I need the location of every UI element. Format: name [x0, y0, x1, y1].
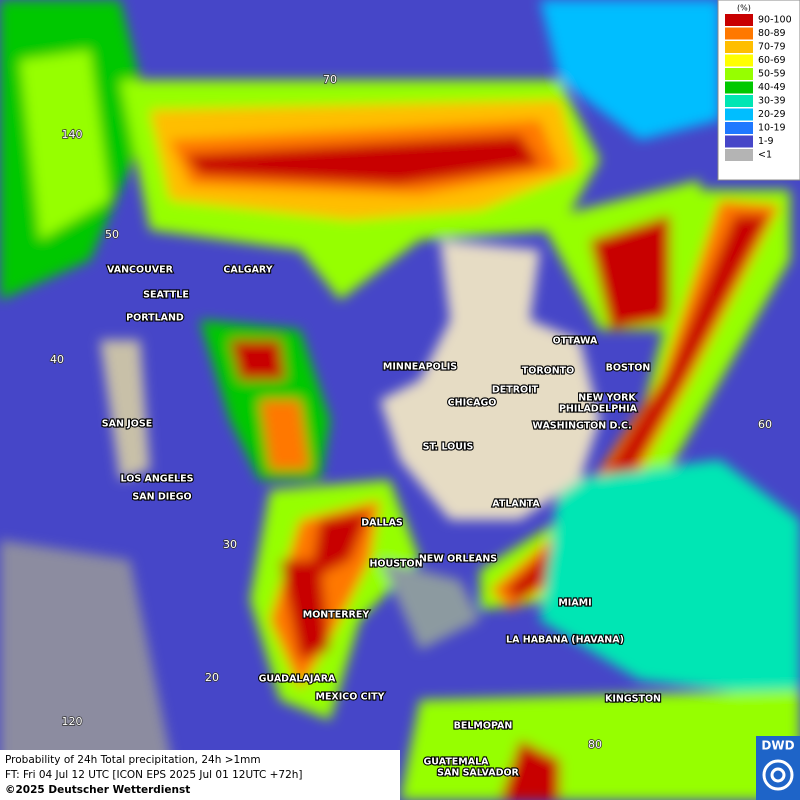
logo: DWD: [756, 736, 800, 800]
field: [540, 460, 800, 700]
field: [400, 690, 800, 800]
city-label: VANCOUVER: [107, 265, 174, 276]
graticule-label: 120: [62, 715, 83, 728]
legend: (%) 90-100 80-89 70-79 60-69 50-59 40-49 30-39…: [717, 0, 800, 181]
legend-swatch: [725, 108, 753, 121]
field: [260, 400, 310, 470]
legend-label: 10-19: [758, 123, 786, 134]
field: [280, 560, 330, 660]
legend-swatch: [725, 95, 753, 107]
city-label: MINNEAPOLIS: [383, 362, 457, 373]
dry-land: [380, 240, 600, 520]
field: [310, 510, 370, 580]
field: [230, 340, 285, 380]
city-labels: VANCOUVER CALGARY SEATTLE PORTLAND MINNEAPOL…: [101, 263, 662, 779]
legend-label: 50-59: [758, 69, 786, 80]
city-label: SAN SALVADOR: [437, 768, 519, 779]
city-label: PORTLAND: [126, 313, 184, 324]
legend-label: 30-39: [758, 96, 786, 107]
logo-icon: [762, 759, 794, 791]
city-label: MONTERREY: [303, 610, 370, 621]
legend-swatch: [725, 41, 753, 53]
city-label: CALGARY: [223, 265, 272, 276]
city-label: SAN DIEGO: [132, 492, 191, 503]
city-label: GUATEMALA: [423, 757, 489, 768]
graticule-label: 70: [323, 73, 337, 86]
city-label: BOSTON: [606, 363, 651, 374]
legend-swatch: [725, 149, 753, 161]
caption-line: Probability of 24h Total precipitation, …: [5, 754, 261, 766]
legend-label: 20-29: [758, 109, 786, 120]
graticule-label: 20: [205, 671, 219, 684]
logo-icon: [770, 767, 786, 783]
legend-items: 90-100 80-89 70-79 60-69 50-59 40-49 30-39 20-2…: [725, 14, 792, 161]
city-label: MIAMI: [558, 598, 591, 609]
legend-label: 70-79: [758, 42, 786, 53]
legend-label: 90-100: [758, 15, 792, 26]
city-label: PHILADELPHIA: [559, 404, 638, 415]
field: [0, 540, 180, 800]
city-label: ATLANTA: [492, 499, 540, 510]
legend-swatch: [725, 27, 753, 40]
city-label: LA HABANA (HAVANA): [506, 635, 624, 646]
city-label: HOUSTON: [369, 559, 422, 570]
sea: [380, 560, 480, 650]
city-label: TORONTO: [522, 366, 574, 377]
graticule-label: 30: [223, 538, 237, 551]
graticule-label: 60: [758, 418, 772, 431]
caption: Probability of 24h Total precipitation, …: [0, 750, 400, 800]
city-label: WASHINGTON D.C.: [532, 421, 631, 432]
city-label: NEW YORK: [578, 393, 636, 404]
graticule-label: 80: [588, 738, 602, 751]
city-label: DETROIT: [492, 385, 539, 396]
city-label: BELMOPAN: [454, 721, 513, 732]
field: [500, 740, 560, 800]
city-label: KINGSTON: [605, 694, 661, 705]
legend-unit: (%): [737, 4, 751, 13]
field: [20, 50, 110, 240]
graticule: 70 140 50 40 30 20 120 80 60: [49, 72, 773, 752]
legend-swatch: [725, 14, 753, 26]
field: [590, 215, 670, 330]
graticule-label: 140: [62, 128, 83, 141]
city-label: SAN JOSE: [102, 419, 152, 430]
legend-label: <1: [758, 150, 772, 161]
city-label: DALLAS: [361, 518, 403, 529]
caption-box: [0, 750, 400, 800]
legend-swatch: [725, 54, 753, 67]
legend-swatch: [725, 135, 753, 148]
legend-swatch: [725, 81, 753, 94]
city-label: OTTAWA: [553, 336, 598, 347]
city-label: NEW ORLEANS: [419, 554, 497, 565]
city-label: GUADALAJARA: [259, 674, 336, 685]
legend-label: 1-9: [758, 136, 774, 147]
graticule-label: 50: [105, 228, 119, 241]
field: [505, 215, 770, 600]
city-label: CHICAGO: [448, 398, 497, 409]
caption-line: FT: Fri 04 Jul 12 UTC [ICON EPS 2025 Jul…: [5, 769, 303, 781]
field: [185, 135, 540, 185]
legend-label: 80-89: [758, 28, 786, 39]
logo-text: DWD: [761, 739, 794, 753]
field: [540, 0, 720, 140]
graticule-label: 40: [50, 353, 64, 366]
legend-label: 40-49: [758, 82, 786, 93]
city-label: LOS ANGELES: [121, 474, 194, 485]
city-label: ST. LOUIS: [423, 442, 474, 453]
legend-swatch: [725, 122, 753, 134]
copyright: ©2025 Deutscher Wetterdienst: [5, 784, 190, 796]
city-label: MEXICO CITY: [315, 692, 384, 703]
legend-label: 60-69: [758, 55, 786, 66]
legend-swatch: [725, 68, 753, 80]
dry-land: [100, 340, 150, 480]
city-label: SEATTLE: [143, 290, 189, 301]
